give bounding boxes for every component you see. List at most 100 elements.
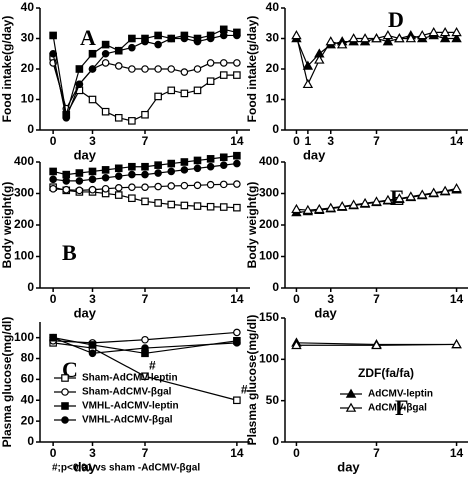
marker [114, 113, 123, 122]
marker [371, 33, 382, 43]
x-axis-label: day [74, 147, 97, 162]
marker [417, 189, 428, 199]
x-tick-label: 7 [373, 134, 380, 148]
x-tick-label: 3 [89, 446, 96, 460]
y-tick-label: 0 [272, 434, 279, 448]
marker [451, 339, 462, 349]
footnote: #;p<0.01 vs sham -AdCMV-βgal [52, 463, 200, 474]
marker [206, 155, 215, 163]
marker [75, 169, 84, 177]
marker [61, 416, 69, 424]
marker [141, 344, 149, 352]
y-axis-label: Plasma glucose(mg/dl) [245, 315, 259, 446]
panel-label: D [388, 7, 404, 32]
marker [193, 37, 202, 46]
marker [128, 65, 136, 73]
marker [88, 65, 97, 73]
y-tick-label: 100 [259, 249, 279, 263]
marker [167, 34, 176, 43]
marker [233, 203, 241, 212]
x-tick-label: 3 [327, 292, 334, 306]
marker [348, 199, 359, 209]
marker [451, 183, 462, 193]
legend-label: Sham-AdCMV-βgal [82, 387, 172, 398]
x-axis-label: day [74, 305, 97, 320]
marker [141, 65, 149, 73]
marker [49, 184, 57, 193]
marker [61, 374, 69, 382]
marker [233, 159, 241, 168]
marker [154, 31, 162, 40]
marker [193, 86, 202, 95]
marker [128, 162, 136, 171]
marker [61, 402, 69, 410]
marker [114, 164, 123, 173]
y-tick-label: 20 [21, 61, 35, 75]
marker [206, 162, 215, 171]
marker [180, 181, 189, 190]
y-tick-label: 100 [14, 330, 34, 344]
legend-label: AdCMV-leptin [368, 389, 433, 400]
x-tick-label: 7 [373, 292, 380, 306]
marker [233, 71, 241, 79]
panel-label: B [62, 240, 77, 265]
y-tick-label: 10 [266, 92, 280, 106]
marker [302, 78, 314, 89]
marker [451, 26, 462, 37]
marker [154, 199, 162, 207]
marker [219, 153, 228, 162]
marker [233, 396, 241, 405]
marker [88, 341, 97, 349]
y-axis-label: Body weight(g) [0, 182, 14, 269]
marker [233, 151, 241, 160]
marker [219, 25, 228, 34]
marker [382, 194, 394, 204]
marker [428, 26, 439, 37]
x-tick-label: 14 [230, 134, 244, 148]
y-tick-label: 40 [21, 392, 35, 406]
marker [451, 33, 462, 43]
marker [88, 49, 97, 58]
x-tick-label: 14 [230, 292, 244, 306]
marker [88, 185, 97, 194]
y-tick-label: 300 [259, 186, 279, 200]
marker [291, 30, 302, 40]
x-tick-label: 7 [142, 446, 149, 460]
marker [417, 30, 428, 40]
marker [114, 46, 123, 55]
marker [128, 183, 136, 192]
marker [325, 202, 336, 212]
marker [49, 49, 57, 58]
marker [439, 185, 451, 195]
marker [154, 92, 162, 101]
marker [49, 31, 57, 40]
y-tick-label: 40 [21, 0, 35, 14]
y-tick-label: 150 [259, 310, 279, 324]
legend-label: VMHL-AdCMV-leptin [82, 401, 179, 412]
marker [101, 184, 110, 193]
y-tick-label: 0 [27, 434, 34, 448]
y-tick-label: 200 [259, 217, 279, 231]
marker [49, 167, 57, 176]
marker [167, 200, 176, 209]
marker [359, 33, 371, 43]
legend-label: Sham-AdCMV-leptin [82, 373, 178, 384]
y-tick-label: 40 [266, 0, 280, 14]
legend-label: AdCMV-βgal [368, 403, 427, 414]
marker [75, 65, 84, 73]
y-tick-label: 0 [272, 280, 279, 294]
marker [233, 180, 241, 188]
marker [336, 39, 348, 49]
x-tick-label: 14 [450, 292, 464, 306]
marker [154, 40, 162, 49]
marker [101, 107, 110, 116]
marker [193, 164, 202, 173]
x-tick-label: 0 [50, 446, 57, 460]
x-tick-label: 1 [305, 134, 312, 148]
marker [141, 197, 149, 206]
marker [291, 203, 302, 214]
y-tick-label: 200 [14, 217, 34, 231]
x-tick-label: 0 [50, 134, 57, 148]
marker [75, 177, 84, 185]
